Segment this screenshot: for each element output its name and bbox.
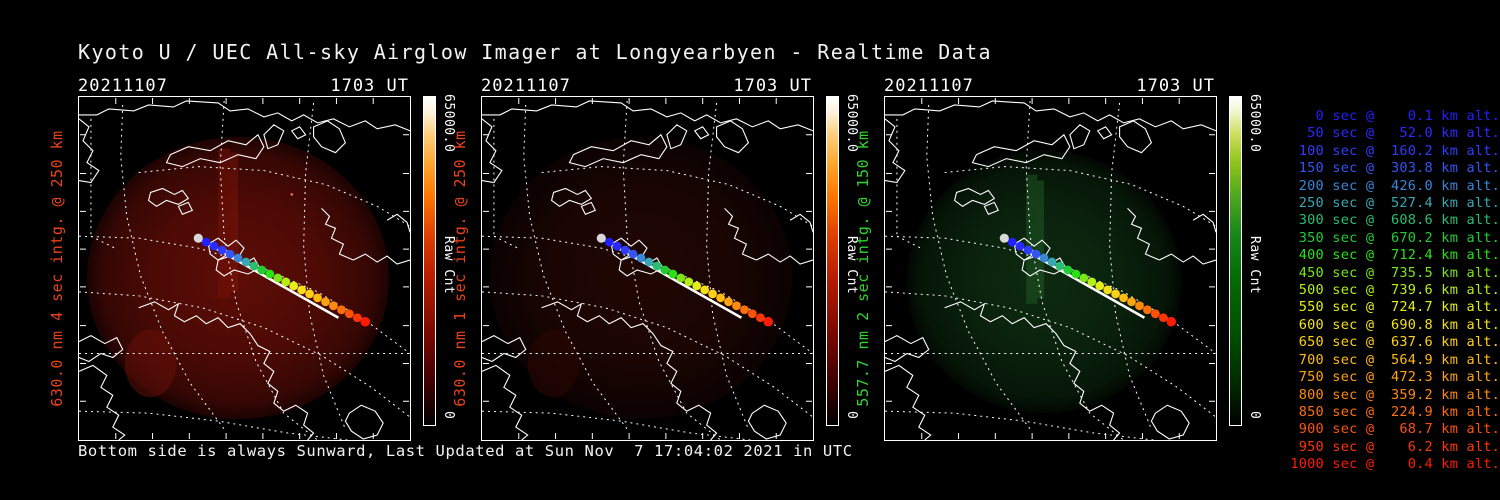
trajectory-legend-row: 350 sec @ 670.2 km alt. <box>1290 229 1500 246</box>
trajectory-legend-row: 650 sec @ 637.6 km alt. <box>1290 334 1500 351</box>
trajectory-legend-row: 50 sec @ 52.0 km alt. <box>1290 125 1500 142</box>
all-sky-image <box>885 97 1216 440</box>
panel-630nm-4sec: 20211107 1703 UT 630.0 nm 4 sec intg. @ … <box>48 76 456 441</box>
colorbar <box>826 96 839 426</box>
trajectory-legend-row: 550 sec @ 724.7 km alt. <box>1290 299 1500 316</box>
trajectory-legend-row: 850 sec @ 224.9 km alt. <box>1290 403 1500 420</box>
panel-date: 20211107 <box>481 76 571 96</box>
trajectory-legend-row: 150 sec @ 303.8 km alt. <box>1290 160 1500 177</box>
trajectory-legend-row: 450 sec @ 735.5 km alt. <box>1290 264 1500 281</box>
colorbar-max-label: 65000.0 <box>441 94 456 153</box>
colorbar-max-label: 65000.0 <box>844 94 859 153</box>
colorbar-unit-label: Raw Cnt <box>441 236 456 295</box>
trajectory-legend-row: 200 sec @ 426.0 km alt. <box>1290 177 1500 194</box>
trajectory-legend-row: 600 sec @ 690.8 km alt. <box>1290 316 1500 333</box>
colorbar-unit-label: Raw Cnt <box>1247 236 1262 295</box>
panel-axis-label: 557.7 nm 2 sec intg. @ 150 km <box>854 130 872 407</box>
trajectory-legend-row: 900 sec @ 68.7 km alt. <box>1290 421 1500 438</box>
panel-header: 20211107 1703 UT <box>78 76 411 96</box>
sky-image-frame[interactable] <box>78 96 411 441</box>
trajectory-legend: 0 sec @ 0.1 km alt. 50 sec @ 52.0 km alt… <box>1262 108 1500 474</box>
panel-header: 20211107 1703 UT <box>884 76 1217 96</box>
trajectory-legend-row: 1000 sec @ 0.4 km alt. <box>1290 456 1500 473</box>
trajectory-legend-row: 400 sec @ 712.4 km alt. <box>1290 247 1500 264</box>
panel-date: 20211107 <box>78 76 168 96</box>
colorbar-min-label: 0 <box>844 411 859 419</box>
trajectory-legend-row: 300 sec @ 608.6 km alt. <box>1290 212 1500 229</box>
panel-630nm-1sec: 20211107 1703 UT 630.0 nm 1 sec intg. @ … <box>451 76 859 441</box>
colorbar <box>1229 96 1242 426</box>
colorbar-max-label: 65000.0 <box>1247 94 1262 153</box>
panel-557nm-2sec: 20211107 1703 UT 557.7 nm 2 sec intg. @ … <box>854 76 1262 441</box>
colorbar-unit-label: Raw Cnt <box>844 236 859 295</box>
panel-time: 1703 UT <box>733 76 812 96</box>
status-footer: Bottom side is always Sunward, Last Upda… <box>78 442 853 460</box>
trajectory-legend-row: 950 sec @ 6.2 km alt. <box>1290 438 1500 455</box>
colorbar-min-label: 0 <box>1247 411 1262 419</box>
colorbar <box>423 96 436 426</box>
sky-image-frame[interactable] <box>884 96 1217 441</box>
panel-time: 1703 UT <box>1136 76 1215 96</box>
trajectory-legend-row: 100 sec @ 160.2 km alt. <box>1290 142 1500 159</box>
page-title: Kyoto U / UEC All-sky Airglow Imager at … <box>78 40 992 64</box>
trajectory-legend-row: 500 sec @ 739.6 km alt. <box>1290 282 1500 299</box>
trajectory-legend-row: 700 sec @ 564.9 km alt. <box>1290 351 1500 368</box>
trajectory-legend-row: 750 sec @ 472.3 km alt. <box>1290 369 1500 386</box>
panel-date: 20211107 <box>884 76 974 96</box>
panel-axis-label: 630.0 nm 4 sec intg. @ 250 km <box>48 130 66 407</box>
sky-image-frame[interactable] <box>481 96 814 441</box>
all-sky-image <box>482 97 813 440</box>
panel-axis-label: 630.0 nm 1 sec intg. @ 250 km <box>451 130 469 407</box>
panel-time: 1703 UT <box>330 76 409 96</box>
trajectory-legend-row: 250 sec @ 527.4 km alt. <box>1290 195 1500 212</box>
all-sky-image <box>79 97 410 440</box>
colorbar-min-label: 0 <box>441 411 456 419</box>
trajectory-legend-row: 0 sec @ 0.1 km alt. <box>1290 108 1500 124</box>
panel-header: 20211107 1703 UT <box>481 76 814 96</box>
trajectory-legend-row: 800 sec @ 359.2 km alt. <box>1290 386 1500 403</box>
